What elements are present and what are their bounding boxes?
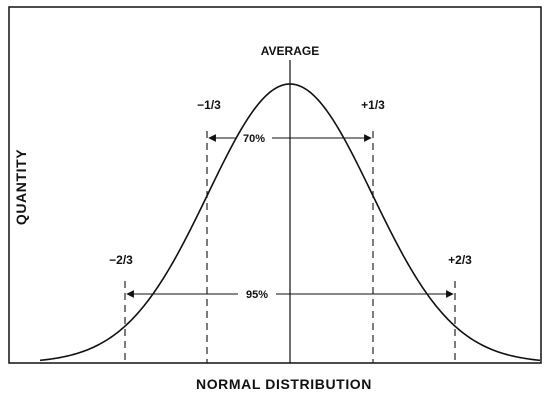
- x-axis-title: NORMAL DISTRIBUTION: [196, 376, 372, 392]
- inner-span-percent: 70%: [243, 133, 265, 145]
- average-label: AVERAGE: [261, 44, 319, 58]
- minus-two-thirds-label: −2/3: [109, 253, 133, 267]
- outer-span-percent: 95%: [246, 289, 268, 301]
- minus-one-third-label: −1/3: [197, 98, 221, 112]
- y-axis-title: QUANTITY: [13, 149, 29, 225]
- plot-frame: [8, 6, 542, 364]
- plus-two-thirds-label: +2/3: [448, 253, 472, 267]
- plus-one-third-label: +1/3: [361, 98, 385, 112]
